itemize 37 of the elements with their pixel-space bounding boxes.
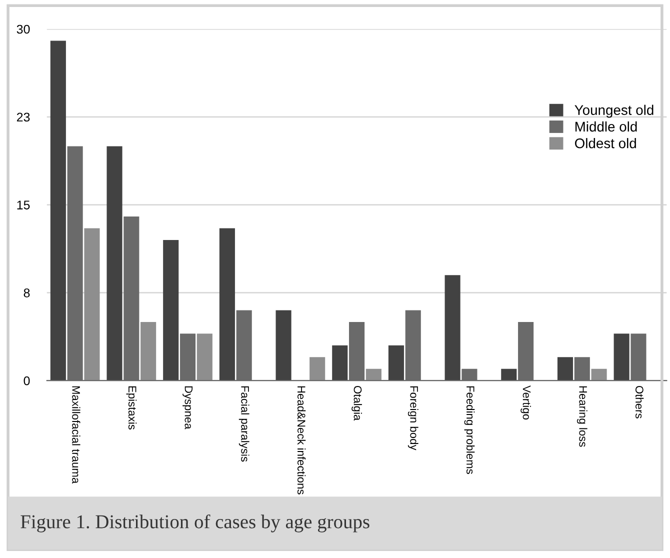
- bar: [163, 240, 179, 381]
- bar: [332, 345, 348, 381]
- bar: [219, 228, 235, 381]
- bar: [591, 368, 607, 381]
- legend-label: Oldest old: [575, 138, 636, 148]
- x-tick-label: Hearing loss: [576, 386, 588, 447]
- x-tick-label: Others: [635, 386, 644, 418]
- x-tick-label: Epistaxis: [126, 386, 137, 430]
- y-tick-label: 0: [24, 376, 30, 386]
- y-tick-label: 15: [17, 200, 30, 210]
- bar: [444, 275, 460, 381]
- bar: [366, 368, 382, 381]
- bar: [614, 334, 630, 381]
- x-tick-label: Foreign body: [408, 386, 418, 450]
- x-tick-label: Dyspnea: [182, 386, 193, 430]
- bar: [196, 334, 212, 381]
- x-tick-label: Head&Neck infections: [297, 386, 306, 494]
- x-tick-label: Feeding problems: [464, 386, 475, 474]
- x-tick-label: Vertigo: [520, 385, 531, 420]
- legend-label: Youngest old: [574, 104, 654, 118]
- bar: [276, 310, 292, 381]
- bar: [310, 357, 326, 381]
- bar: [140, 322, 156, 381]
- x-tick-label: Maxillofacial trauma: [72, 386, 80, 484]
- bar: [106, 146, 122, 381]
- bar: [388, 345, 404, 381]
- bar: [84, 228, 100, 381]
- y-tick-label: 8: [24, 288, 30, 298]
- y-tick-label: 23: [16, 112, 30, 122]
- x-tick-label: Otalgia: [352, 386, 362, 421]
- legend-label: Middle old: [575, 121, 637, 132]
- y-tick-label: 30: [16, 24, 30, 34]
- bar: [557, 357, 574, 381]
- x-tick-label: Facial paralysis: [238, 386, 250, 462]
- caption: Figure 1. Distribution of cases by age groups: [20, 514, 370, 532]
- bar: [501, 368, 517, 381]
- bar: [50, 40, 66, 381]
